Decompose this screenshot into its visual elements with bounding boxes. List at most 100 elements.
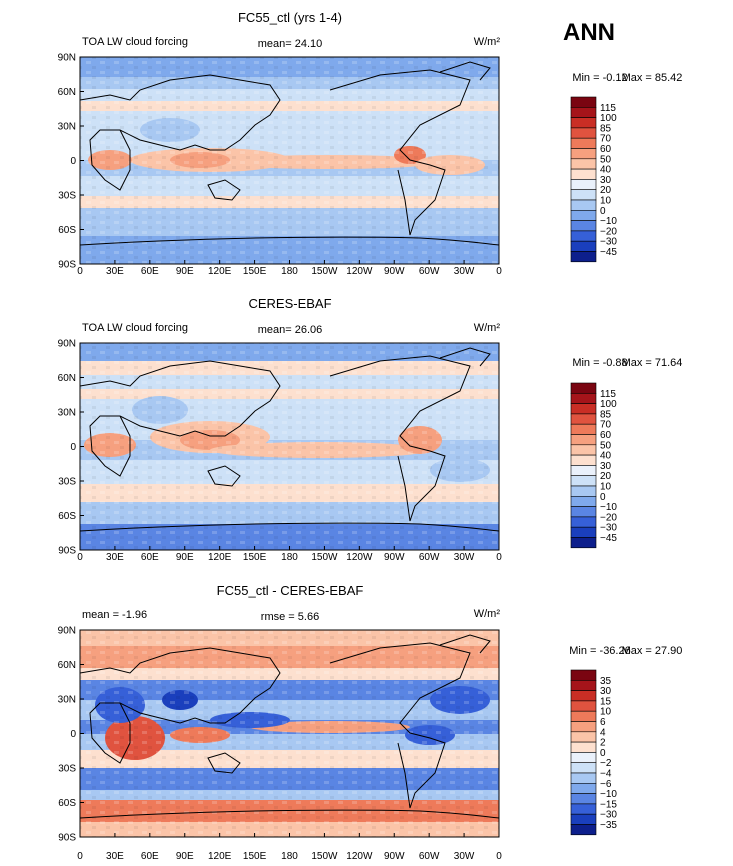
panel-rmse-label: rmse = 5.66 bbox=[261, 611, 319, 623]
colorbar-swatch bbox=[570, 127, 597, 139]
panel-mean-label: mean = -1.96 bbox=[82, 609, 147, 621]
colorbar-level-label: −4 bbox=[600, 769, 612, 780]
y-tick-label: 30N bbox=[58, 695, 76, 706]
y-tick-label: 30S bbox=[58, 764, 76, 775]
colorbar-swatch bbox=[570, 721, 597, 733]
y-tick-label: 90N bbox=[58, 339, 76, 350]
colorbar-swatch bbox=[570, 148, 597, 160]
panel-left-label: TOA LW cloud forcing bbox=[82, 36, 188, 48]
colorbar-swatch bbox=[570, 454, 597, 466]
colorbar-swatch bbox=[570, 189, 597, 201]
y-axis-ticks: 90N 60N 30N 0 30S 60S 90S bbox=[58, 53, 84, 271]
colorbar-level-label: 6 bbox=[600, 717, 606, 728]
max-label: Max = 71.64 bbox=[622, 357, 683, 369]
colorbar-swatch bbox=[570, 444, 597, 456]
x-tick-label: 90E bbox=[176, 851, 194, 862]
colorbar-swatch bbox=[570, 403, 597, 415]
colorbar-level-label: 85 bbox=[600, 409, 612, 420]
y-tick-label: 90N bbox=[58, 626, 76, 637]
max-label: Max = 85.42 bbox=[622, 72, 683, 84]
colorbar-swatch bbox=[570, 220, 597, 232]
units-label: W/m² bbox=[474, 36, 501, 48]
colorbar-level-label: −10 bbox=[600, 789, 617, 800]
colorbar-swatch bbox=[570, 158, 597, 170]
x-tick-label: 90E bbox=[176, 552, 194, 563]
min-label: Min = -0.12 bbox=[572, 72, 627, 84]
units-label: W/m² bbox=[474, 322, 501, 334]
colorbar-swatch bbox=[570, 793, 597, 805]
colorbar-level-label: 115 bbox=[600, 103, 616, 114]
colorbar-swatch bbox=[570, 495, 597, 507]
x-tick-label: 150E bbox=[243, 552, 267, 563]
colorbar-swatch bbox=[570, 516, 597, 528]
colorbar-swatch bbox=[570, 669, 597, 681]
y-tick-label: 30N bbox=[58, 408, 76, 419]
colorbar-swatch bbox=[570, 731, 597, 743]
colorbar-swatch bbox=[570, 526, 597, 538]
colorbar-level-label: −10 bbox=[600, 216, 617, 227]
y-tick-label: 30S bbox=[58, 191, 76, 202]
x-tick-label: 0 bbox=[496, 851, 502, 862]
colorbar-swatch bbox=[570, 382, 597, 394]
x-tick-label: 60W bbox=[419, 552, 440, 563]
colorbar-level-label: 2 bbox=[600, 738, 606, 749]
colorbar-level-label: 50 bbox=[600, 154, 612, 165]
x-tick-label: 60E bbox=[141, 552, 159, 563]
colorbar-swatch bbox=[570, 813, 597, 825]
colorbar-level-label: 0 bbox=[600, 492, 606, 503]
x-tick-label: 150E bbox=[243, 851, 267, 862]
colorbar-level-label: 30 bbox=[600, 686, 612, 697]
x-tick-label: 60W bbox=[419, 851, 440, 862]
colorbar-swatch bbox=[570, 423, 597, 435]
colorbar-level-label: 10 bbox=[600, 482, 612, 493]
y-tick-label: 60S bbox=[58, 225, 76, 236]
colorbar-level-label: 0 bbox=[600, 748, 606, 759]
colorbar-swatch bbox=[570, 690, 597, 702]
min-label: Min = -0.88 bbox=[572, 357, 627, 369]
colorbar-level-label: 115 bbox=[600, 389, 616, 400]
colorbar-level-label: 20 bbox=[600, 185, 612, 196]
units-label: W/m² bbox=[474, 608, 501, 620]
panel-title: FC55_ctl - CERES-EBAF bbox=[217, 583, 364, 598]
y-tick-label: 30N bbox=[58, 122, 76, 133]
colorbar-swatch bbox=[570, 741, 597, 753]
min-label: Min = -36.26 bbox=[569, 645, 630, 657]
x-axis-ticks: 0 30E 60E 90E 120E 150E 180 150W 120W 90W 60W 30W 0 bbox=[77, 833, 502, 862]
colorbar-swatch bbox=[570, 117, 597, 129]
colorbar-swatch bbox=[570, 679, 597, 691]
map-panel-observations: CERES-EBAF TOA LW cloud forcing mean= 26… bbox=[58, 296, 683, 563]
x-tick-label: 120E bbox=[208, 266, 232, 277]
y-tick-label: 30S bbox=[58, 477, 76, 488]
colorbar-level-label: 10 bbox=[600, 707, 612, 718]
colorbar-swatch bbox=[570, 240, 597, 252]
x-tick-label: 90W bbox=[384, 552, 405, 563]
map-panel-difference: FC55_ctl - CERES-EBAF mean = -1.96 rmse … bbox=[58, 583, 683, 862]
x-tick-label: 120W bbox=[346, 552, 373, 563]
colorbar-level-label: 10 bbox=[600, 196, 612, 207]
y-tick-label: 60N bbox=[58, 660, 76, 671]
colorbar-level-label: 20 bbox=[600, 471, 612, 482]
colorbar-swatch bbox=[570, 210, 597, 221]
y-tick-label: 90S bbox=[58, 546, 76, 557]
x-tick-label: 30E bbox=[106, 552, 124, 563]
x-tick-label: 120W bbox=[346, 266, 373, 277]
colorbar-swatch bbox=[570, 485, 597, 497]
x-tick-label: 0 bbox=[77, 266, 83, 277]
colorbar-swatch bbox=[570, 710, 597, 722]
x-axis-ticks: 0 30E 60E 90E 120E 150E 180 150W 120W 90W 60W 30W 0 bbox=[77, 260, 502, 277]
colorbar-swatch bbox=[570, 230, 597, 242]
y-tick-label: 60S bbox=[58, 798, 76, 809]
y-tick-label: 0 bbox=[70, 442, 76, 453]
colorbar-level-label: 30 bbox=[600, 175, 612, 186]
x-tick-label: 150W bbox=[311, 851, 338, 862]
colorbar-swatch bbox=[570, 96, 597, 108]
x-tick-label: 60E bbox=[141, 266, 159, 277]
x-tick-label: 0 bbox=[496, 552, 502, 563]
colorbar-level-label: 100 bbox=[600, 399, 617, 410]
colorbar-level-label: −45 bbox=[600, 533, 617, 544]
x-tick-label: 120W bbox=[346, 851, 373, 862]
colorbar-swatch bbox=[570, 251, 597, 263]
